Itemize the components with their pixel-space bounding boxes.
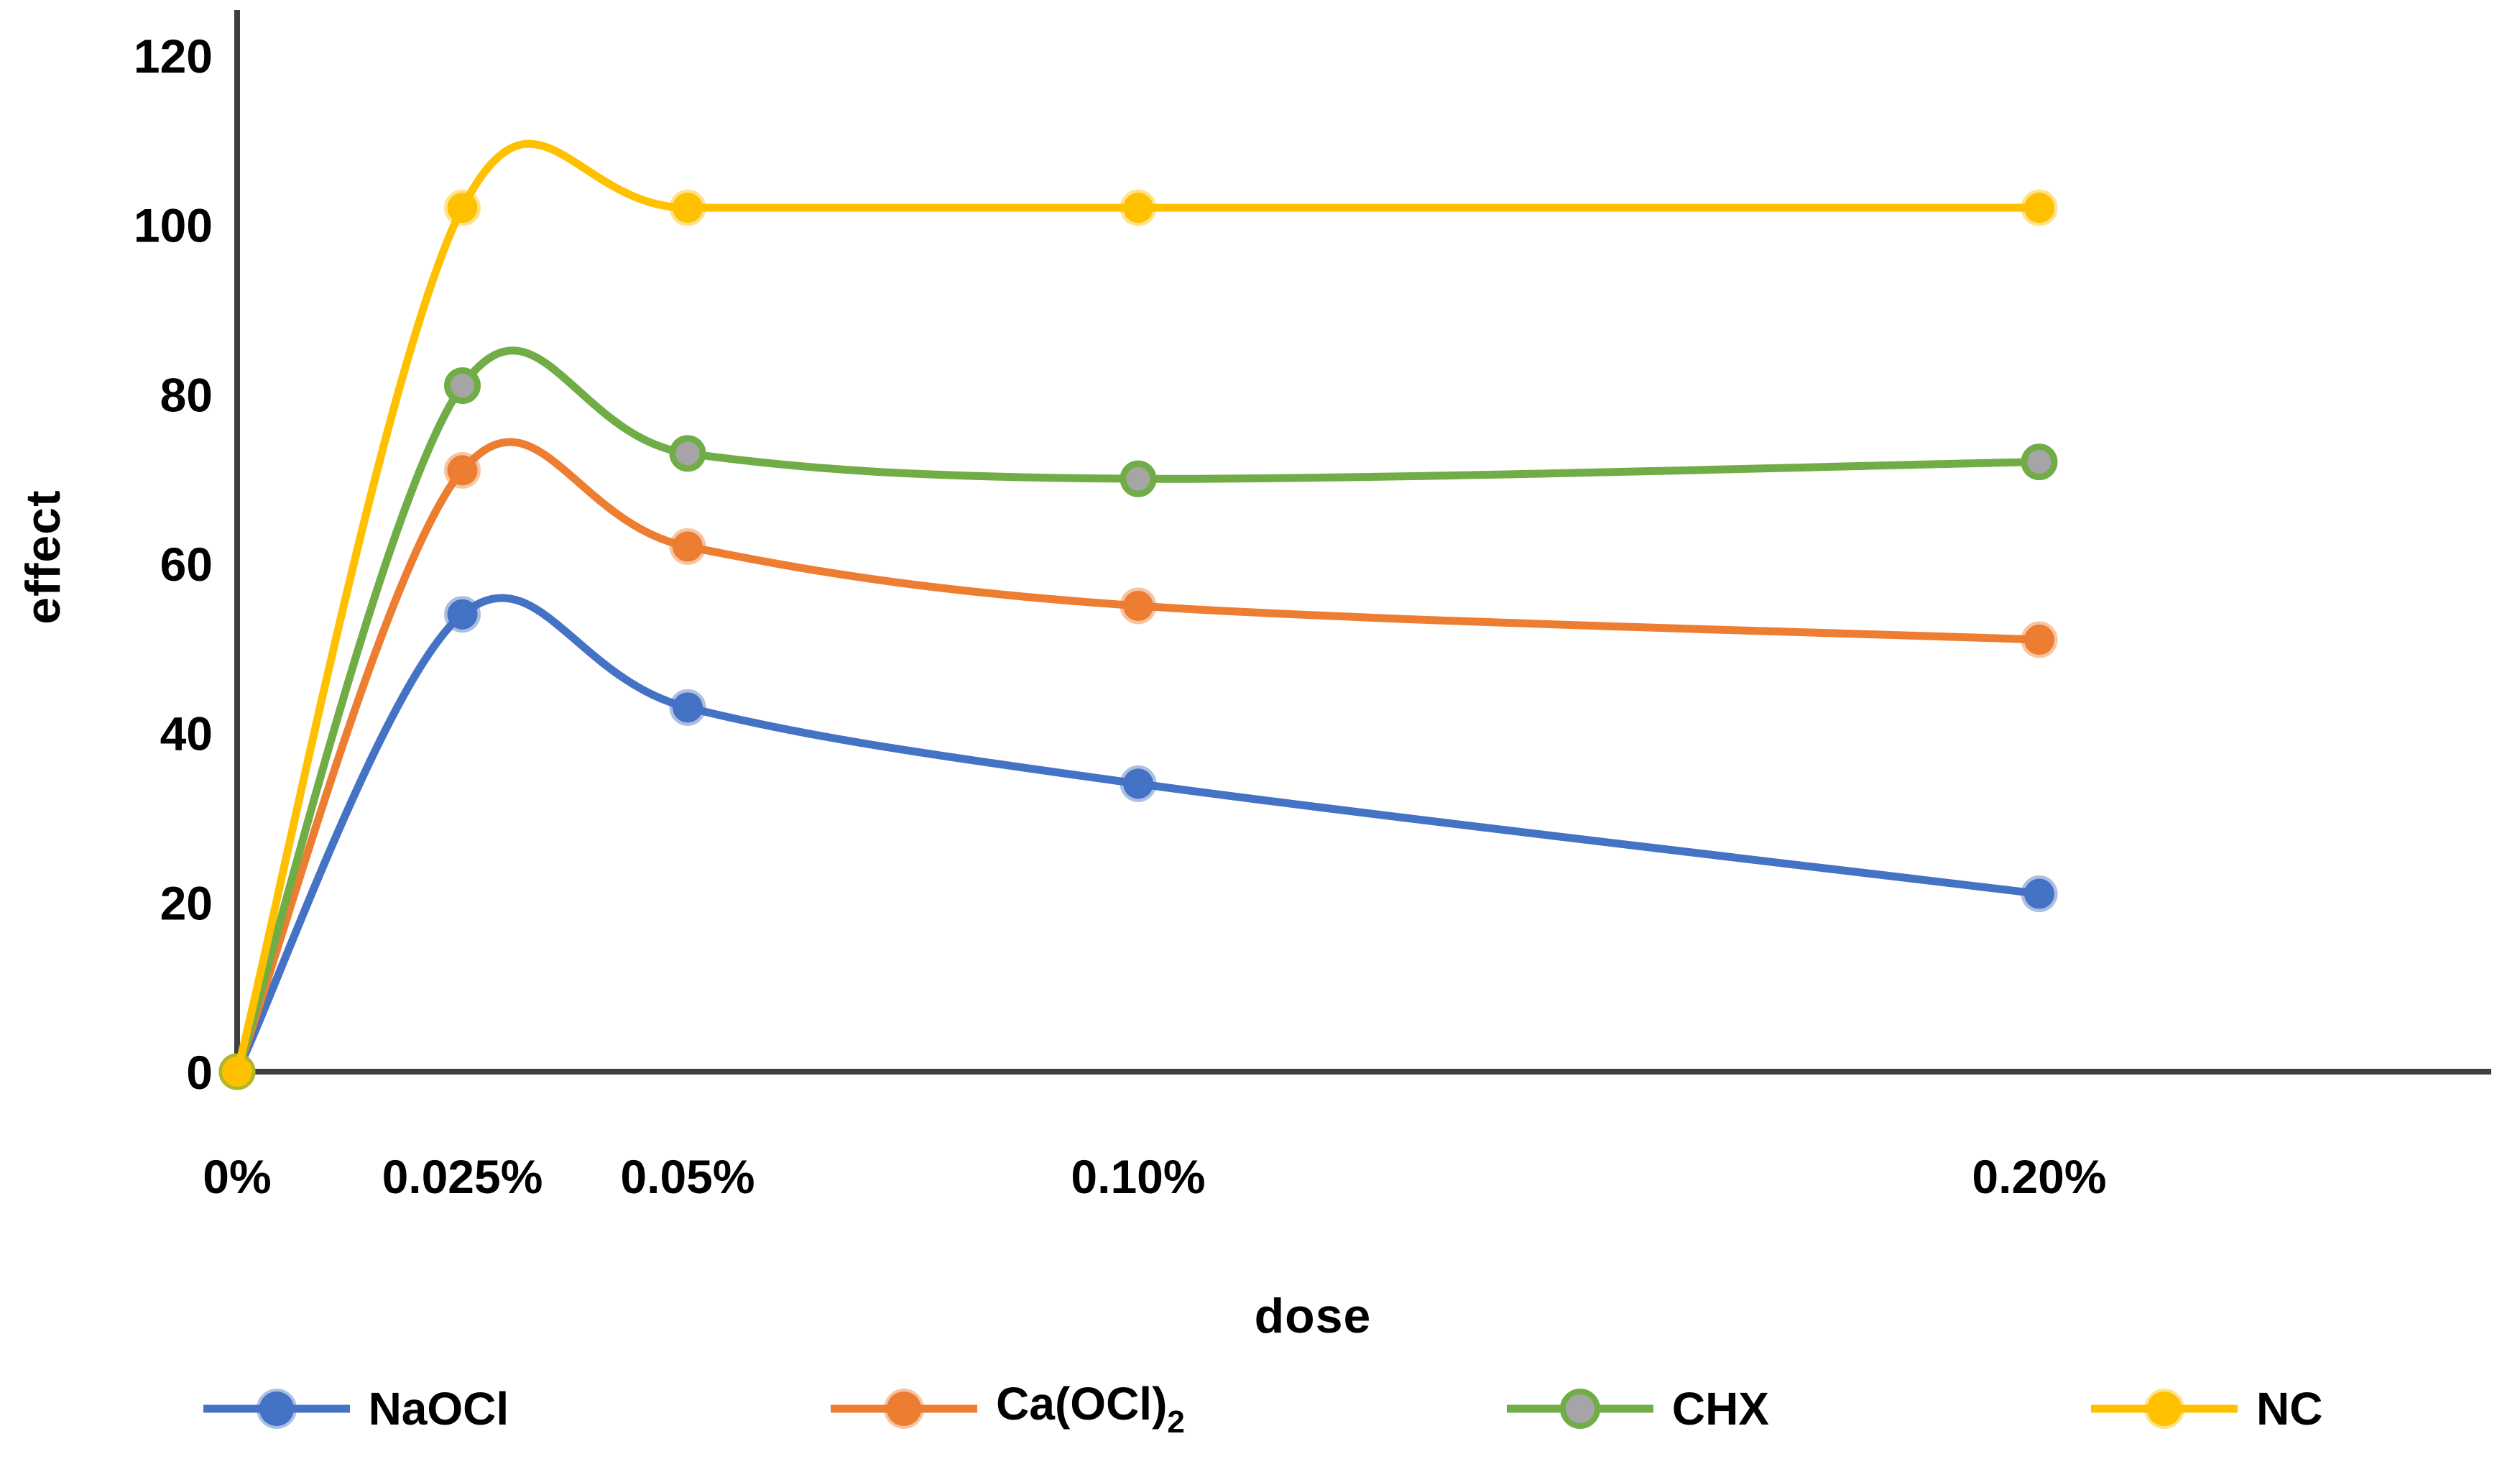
legend-label: Ca(OCl)2 [996, 1378, 1185, 1440]
data-point-NaOCl [1120, 765, 1157, 802]
y-tick-label: 40 [160, 707, 213, 760]
legend-label: NaOCl [368, 1383, 509, 1435]
legend-marker-NC [2090, 1389, 2238, 1429]
legend-label: CHX [1671, 1383, 1769, 1435]
x-tick-label: 0.20% [1972, 1150, 2106, 1203]
x-tick-label: 0% [203, 1150, 271, 1203]
y-tick-label: 60 [160, 538, 213, 591]
y-axis-title: effect [16, 489, 70, 625]
series-line-CHX [233, 346, 2044, 1076]
legend-item-NaOCl: NaOCl [198, 1380, 509, 1438]
data-point-NC [444, 189, 481, 226]
data-point-NaOCl [669, 689, 706, 726]
data-point-CHX [1120, 460, 1157, 497]
data-point-NaOCl [2021, 875, 2058, 913]
y-tick-label: 0 [186, 1046, 213, 1099]
x-tick-label: 0.10% [1071, 1150, 1205, 1203]
x-tick-label: 0.025% [382, 1150, 543, 1203]
y-tick-label: 20 [160, 876, 213, 929]
data-point-NC [669, 189, 706, 226]
data-point-CHX [2021, 443, 2058, 481]
data-point-Ca(OCl) [2021, 621, 2058, 658]
data-point-CHX [669, 435, 706, 472]
x-axis-title: dose [1254, 1289, 1372, 1343]
data-point-NC [218, 1053, 256, 1090]
series-line-NaOCl [233, 594, 2044, 1076]
data-point-Ca(OCl) [444, 451, 481, 489]
legend-marker-CHX [1506, 1389, 1653, 1429]
data-point-CHX [444, 367, 481, 405]
y-tick-label: 120 [134, 29, 213, 83]
data-point-NC [2021, 189, 2058, 226]
legend-label: NC [2256, 1383, 2323, 1435]
data-point-NaOCl [444, 596, 481, 633]
data-point-Ca(OCl) [669, 528, 706, 565]
legend: NaOCl Ca(OCl)2 CHX NC [0, 1377, 2520, 1440]
data-point-NC [1120, 189, 1157, 226]
y-tick-label: 80 [160, 368, 213, 421]
legend-label-subscript: 2 [1167, 1404, 1185, 1440]
legend-item-NC: NC [2085, 1380, 2322, 1438]
y-tick-label: 100 [134, 199, 213, 252]
legend-item-CHX: CHX [1501, 1380, 1769, 1438]
legend-marker-NaOCl [203, 1389, 350, 1429]
legend-marker-Ca(OCl) [831, 1389, 978, 1429]
data-point-Ca(OCl) [1120, 587, 1157, 625]
x-tick-label: 0.05% [620, 1150, 754, 1203]
legend-item-Ca(OCl): Ca(OCl)2 [825, 1377, 1185, 1440]
series-line-Ca(OCl) [233, 438, 2044, 1076]
